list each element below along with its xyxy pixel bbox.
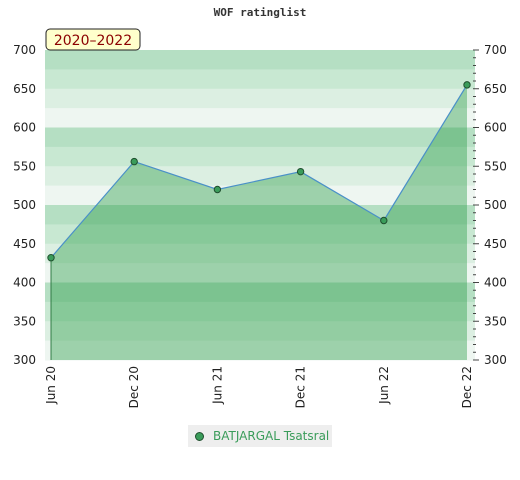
legend-marker-icon <box>195 431 204 441</box>
x-tick-label: Jun 21 <box>210 366 224 405</box>
grid-band <box>45 263 475 283</box>
legend-series-label: BATJARGAL Tsatsral <box>213 429 330 443</box>
period-label: 2020–2022 <box>54 33 132 49</box>
data-point <box>463 81 471 89</box>
data-point <box>130 157 138 166</box>
data-point <box>47 254 55 262</box>
y-tick-label-left: 350 <box>13 314 36 328</box>
x-tick-label: Jun 22 <box>377 366 391 405</box>
series-line <box>50 84 468 259</box>
data-point <box>296 167 305 176</box>
series-area <box>51 84 467 360</box>
grid-band <box>45 321 475 342</box>
grid-band <box>45 146 475 167</box>
legend: BATJARGAL Tsatsral <box>188 425 332 447</box>
y-tick-label-left: 700 <box>13 43 36 57</box>
period-badge: 2020–2022 <box>45 28 141 51</box>
grid-band <box>45 205 475 225</box>
y-tick-label-right: 700 <box>484 43 507 57</box>
x-tick-label: Dec 20 <box>127 366 141 408</box>
y-tick-label-right: 450 <box>484 237 507 251</box>
grid-band <box>45 243 475 264</box>
grid-band <box>45 50 475 70</box>
grid-band <box>45 88 475 109</box>
grid-band <box>45 69 475 90</box>
x-tick-label: Jun 20 <box>44 366 58 405</box>
grid-band <box>45 282 475 303</box>
background-bands <box>45 50 475 361</box>
marker-layer <box>47 81 471 262</box>
y-tick-label-right: 650 <box>484 82 507 96</box>
grid-band <box>45 166 475 187</box>
x-tick-label: Dec 21 <box>294 366 308 408</box>
y-tick-label-right: 500 <box>484 198 507 212</box>
chart-title: WOF ratinglist <box>213 6 307 19</box>
y-tick-label-left: 550 <box>13 159 36 173</box>
y-tick-label-left: 400 <box>13 276 36 290</box>
y-tick-label-right: 350 <box>484 314 507 328</box>
grid-band <box>45 340 475 361</box>
x-tick-label: Dec 22 <box>460 366 474 408</box>
grid-band <box>45 301 475 322</box>
grid-band <box>45 127 475 148</box>
y-tick-label-left: 300 <box>13 353 36 367</box>
data-point <box>213 185 222 194</box>
y-tick-label-right: 300 <box>484 353 507 367</box>
y-tick-label-left: 600 <box>13 121 36 135</box>
y-tick-label-left: 500 <box>13 198 36 212</box>
area-layer <box>50 84 468 360</box>
y-tick-label-right: 600 <box>484 121 507 135</box>
grid-band <box>45 224 475 245</box>
grid-band <box>45 108 475 128</box>
axis-layer: 300 300 350 350 400 400 450 450 500 500 550 550 600 6… <box>13 43 507 408</box>
y-tick-label-right: 550 <box>484 159 507 173</box>
data-point <box>380 216 388 225</box>
grid-band <box>45 185 475 206</box>
y-tick-label-left: 650 <box>13 82 36 96</box>
y-tick-label-left: 450 <box>13 237 36 251</box>
y-tick-label-right: 400 <box>484 276 507 290</box>
